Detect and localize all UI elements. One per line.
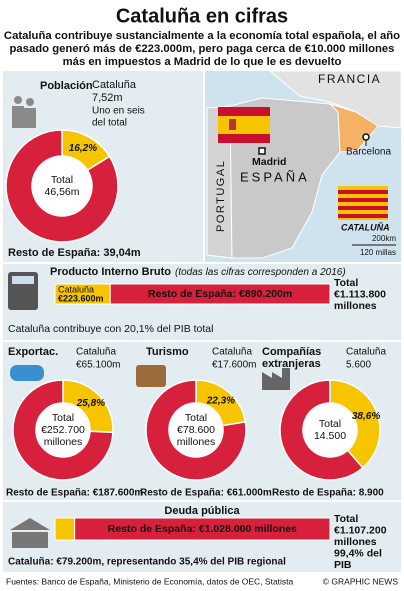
map-label: Barcelona	[346, 147, 391, 158]
value-label: €17.600m	[212, 360, 256, 371]
category-label: Cataluña	[58, 284, 94, 294]
center-label: €252.700	[41, 424, 85, 436]
center-label: 46,56m	[44, 186, 79, 198]
value-label: €65.100m	[76, 360, 120, 371]
center-label: Total	[185, 412, 207, 424]
flag-spain-emblem	[229, 119, 236, 130]
donut-segment	[145, 379, 247, 481]
map-label: PORTUGAL	[215, 160, 227, 232]
map-label: CATALUÑA	[341, 222, 390, 232]
total-label: millones	[334, 300, 377, 312]
credit: © GRAPHIC NEWS	[323, 576, 399, 586]
section-title: Producto Interno Bruto (todas las cifras …	[50, 266, 346, 278]
suitcase-icon	[136, 365, 166, 387]
center-label: millones	[44, 436, 83, 448]
value-label: Cataluña: €79.200m, representando 35,4% …	[8, 557, 286, 568]
donut-segment	[12, 379, 114, 481]
value-label: Resto de España: 8.900	[272, 488, 384, 499]
map-label: 120 millas	[360, 248, 396, 257]
value-label: Resto de España: €890.200m	[148, 288, 292, 300]
bar-segment	[54, 517, 76, 541]
note: del total	[92, 118, 127, 129]
map-label: FRANCIA	[318, 72, 381, 86]
donut-hole	[170, 404, 222, 456]
category-label: Cataluña	[76, 347, 116, 358]
map-label: 200km	[372, 234, 396, 243]
barcelona-marker	[362, 133, 370, 141]
value-label: 7,52m	[92, 92, 123, 104]
value-label: Resto de España: 39,04m	[8, 247, 141, 259]
total-label: 99,4% del	[334, 547, 382, 559]
subtitle: pasado generó más de €223.000m, pero pag…	[10, 43, 395, 55]
share-label: 38,6%	[352, 411, 380, 422]
title: Cataluña en cifras	[116, 5, 288, 27]
bank-icon	[10, 518, 50, 548]
value-label: Resto de España: €61.000m	[140, 488, 272, 499]
value-label: 5.600	[346, 360, 371, 371]
donut-hole	[304, 404, 356, 456]
center-label: millones	[177, 436, 216, 448]
subtitle: Cataluña contribuye sustancialmente a la…	[4, 30, 400, 42]
section-title: Deuda pública	[164, 505, 240, 517]
total-label: millones	[334, 536, 377, 548]
value-label: €223.600m	[58, 293, 104, 303]
car-icon	[10, 365, 44, 381]
flag-catalonia	[338, 186, 388, 220]
total-label: €1.113.800	[334, 288, 386, 300]
total-label: Total	[334, 277, 358, 289]
center-label: Total	[319, 418, 341, 430]
section-subtitle: (todas las cifras corresponden a 2016)	[175, 267, 346, 278]
donut-segment	[279, 379, 364, 481]
section-title: Población	[40, 80, 93, 92]
people-icon	[12, 96, 36, 128]
sources: Fuentes: Banco de España, Ministerio de …	[6, 576, 294, 586]
share-label: 22,3%	[206, 395, 235, 406]
factory-icon	[262, 368, 290, 390]
section-title: extranjeras	[262, 358, 321, 370]
share-label: 25,8%	[76, 398, 105, 409]
donut-segment	[329, 379, 381, 469]
center-label: Total	[51, 174, 73, 186]
flag-spain	[218, 116, 270, 134]
center-label: €78.600	[177, 424, 215, 436]
map-label: Madrid	[252, 156, 286, 168]
section-title: Compañías	[262, 346, 321, 358]
total-label: PIB	[334, 559, 352, 571]
value-label: Resto de España: €187.600m	[6, 488, 143, 499]
section-title: Turismo	[146, 346, 189, 358]
bar-segment	[74, 517, 331, 541]
donut-hole	[37, 404, 89, 456]
note: Cataluña contribuye con 20,1% del PIB to…	[8, 323, 213, 335]
donut-hole	[33, 157, 91, 215]
map-label: ESPAÑA	[240, 169, 310, 184]
center-label: Total	[52, 412, 74, 424]
note: Uno en seis	[92, 106, 145, 117]
category-label: Cataluña	[212, 347, 252, 358]
category-label: Cataluña	[346, 347, 386, 358]
share-label: 16,2%	[69, 143, 97, 154]
section-title: Exportac.	[8, 346, 58, 358]
category-label: Cataluña	[92, 79, 137, 91]
donut-segment	[5, 129, 119, 243]
subtitle: más en impuestos a Madrid de lo que le e…	[63, 56, 342, 68]
center-label: 14.500	[314, 430, 346, 442]
bar-segment	[109, 283, 331, 305]
calculator-icon	[12, 276, 34, 284]
total-label: €1.107.200	[334, 524, 387, 536]
value-label: Resto de España: €1.028.000 millones	[108, 523, 297, 535]
section-title: Producto Interno Bruto	[50, 266, 171, 278]
total-label: Total	[334, 513, 358, 525]
madrid-marker	[258, 147, 266, 155]
